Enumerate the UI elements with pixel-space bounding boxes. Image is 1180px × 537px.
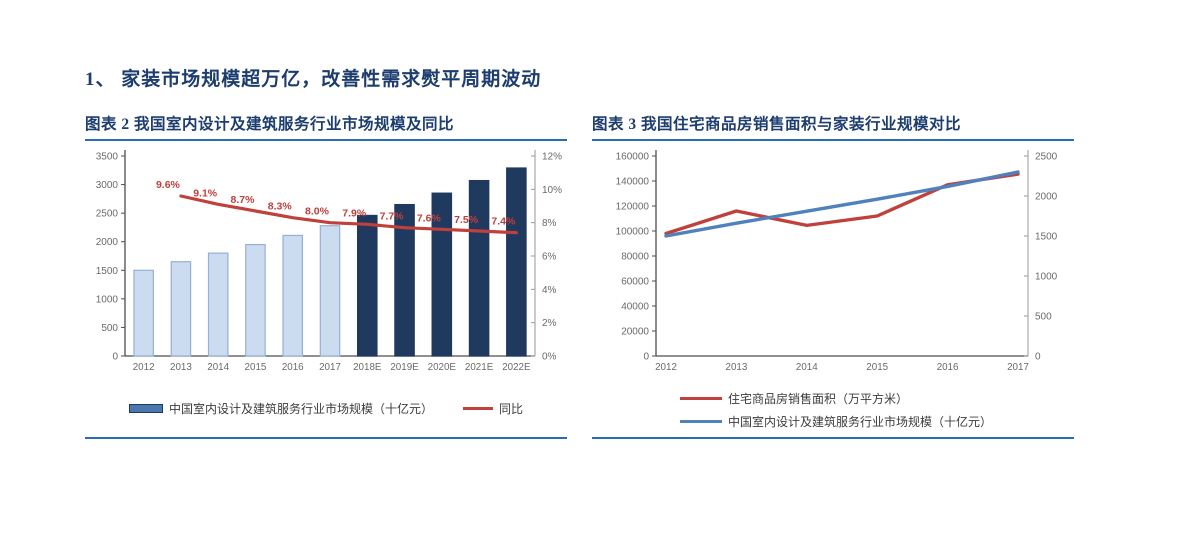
svg-text:1000: 1000 <box>96 294 119 305</box>
svg-text:3000: 3000 <box>96 180 119 191</box>
figure-market-size-yoy: 图表 2 我国室内设计及建筑服务行业市场规模及同比 0 500 1000 1500 20… <box>85 112 567 444</box>
svg-text:2000: 2000 <box>1035 192 1058 203</box>
svg-text:2016: 2016 <box>937 362 959 373</box>
svg-text:160000: 160000 <box>616 152 650 163</box>
svg-text:2012: 2012 <box>655 362 677 373</box>
svg-text:2016: 2016 <box>282 362 304 373</box>
section-heading: 1、 家装市场规模超万亿，改善性需求熨平周期波动 <box>85 69 542 90</box>
svg-text:2013: 2013 <box>726 362 748 373</box>
legend-label-sales-area: 住宅商品房销售面积（万平方米） <box>728 392 909 406</box>
legend-item-market-size: 中国室内设计及建筑服务行业市场规模（十亿元） <box>128 400 433 417</box>
svg-text:9.6%: 9.6% <box>156 179 181 191</box>
yoy-line-swatch-icon <box>463 407 493 410</box>
svg-text:2020E: 2020E <box>428 362 457 373</box>
svg-text:1500: 1500 <box>96 266 119 277</box>
svg-text:0: 0 <box>1035 352 1041 363</box>
svg-text:0%: 0% <box>542 352 557 363</box>
svg-text:7.7%: 7.7% <box>380 211 405 223</box>
figure-sales-vs-decoration: 图表 3 我国住宅商品房销售面积与家装行业规模对比 0 20000 40000 600… <box>592 112 1074 444</box>
svg-text:4%: 4% <box>542 285 557 296</box>
svg-text:80000: 80000 <box>621 252 649 263</box>
svg-text:8.0%: 8.0% <box>305 206 330 218</box>
svg-text:2019E: 2019E <box>390 362 419 373</box>
svg-text:2013: 2013 <box>170 362 192 373</box>
svg-text:7.9%: 7.9% <box>342 207 367 219</box>
decoration-scale-line-swatch-icon <box>680 420 722 423</box>
svg-text:7.6%: 7.6% <box>417 212 442 224</box>
sales-vs-decoration-plot: 0200004000060000800001000001200001400001… <box>616 150 1058 373</box>
svg-text:3500: 3500 <box>96 152 119 163</box>
svg-text:9.1%: 9.1% <box>193 187 218 199</box>
svg-text:120000: 120000 <box>616 202 650 213</box>
svg-text:1500: 1500 <box>1035 232 1058 243</box>
market-size-yoy-plot: 0 500 1000 1500 2000 2500 3000 3500 0% 2% 4% 6% 8% 10… <box>96 150 562 373</box>
svg-text:2000: 2000 <box>96 237 119 248</box>
svg-text:8%: 8% <box>542 218 557 229</box>
svg-text:12%: 12% <box>542 152 562 163</box>
svg-text:0: 0 <box>643 352 649 363</box>
svg-text:0: 0 <box>112 352 118 363</box>
legend-label-decoration-scale: 中国室内设计及建筑服务行业市场规模（十亿元） <box>728 415 993 429</box>
svg-text:2014: 2014 <box>207 362 229 373</box>
svg-text:140000: 140000 <box>616 177 650 188</box>
svg-text:2017: 2017 <box>319 362 341 373</box>
svg-text:2015: 2015 <box>245 362 267 373</box>
dual-line-chart-group: 0200004000060000800001000001200001400001… <box>616 150 1058 373</box>
decoration-scale-line <box>664 170 1020 238</box>
svg-text:7.4%: 7.4% <box>491 216 516 228</box>
bar-series-swatch-icon <box>128 404 163 413</box>
svg-text:2015: 2015 <box>866 362 888 373</box>
svg-text:8.3%: 8.3% <box>268 201 293 213</box>
svg-text:6%: 6% <box>542 252 557 263</box>
svg-text:2500: 2500 <box>96 209 119 220</box>
combo-chart-group: 0 500 1000 1500 2000 2500 3000 3500 0% 2% 4% 6% 8% 10… <box>96 150 562 373</box>
svg-text:2022E: 2022E <box>502 362 531 373</box>
svg-text:7.5%: 7.5% <box>454 214 479 226</box>
legend-item-yoy: 同比 <box>463 400 523 417</box>
svg-text:2012: 2012 <box>133 362 155 373</box>
svg-text:10%: 10% <box>542 185 562 196</box>
svg-text:20000: 20000 <box>621 327 649 338</box>
figure2-legend: 中国室内设计及建筑服务行业市场规模（十亿元） 同比 <box>85 400 567 417</box>
svg-text:2021E: 2021E <box>465 362 494 373</box>
figure3-legend: 住宅商品房销售面积（万平方米） 中国室内设计及建筑服务行业市场规模（十亿元） <box>680 390 992 436</box>
legend-item-decoration-scale: 中国室内设计及建筑服务行业市场规模（十亿元） <box>680 413 992 430</box>
figure2-title: 图表 2 我国室内设计及建筑服务行业市场规模及同比 <box>85 112 567 141</box>
svg-text:2017: 2017 <box>1007 362 1029 373</box>
svg-text:8.7%: 8.7% <box>230 194 255 206</box>
figure2-bottom-rule <box>85 437 567 439</box>
market-size-bars <box>133 167 527 357</box>
yoy-line <box>179 194 518 235</box>
svg-text:100000: 100000 <box>616 227 650 238</box>
sales-area-line-swatch-icon <box>680 397 722 400</box>
svg-text:500: 500 <box>1035 312 1052 323</box>
svg-text:2014: 2014 <box>796 362 818 373</box>
figure3-bottom-rule <box>592 437 1074 439</box>
svg-text:2%: 2% <box>542 318 557 329</box>
svg-text:60000: 60000 <box>621 277 649 288</box>
legend-label-market-size: 中国室内设计及建筑服务行业市场规模（十亿元） <box>168 402 433 416</box>
legend-label-yoy: 同比 <box>499 402 524 416</box>
legend-item-sales-area: 住宅商品房销售面积（万平方米） <box>680 390 992 407</box>
svg-text:1000: 1000 <box>1035 272 1058 283</box>
svg-text:500: 500 <box>101 323 118 334</box>
svg-text:2500: 2500 <box>1035 152 1058 163</box>
figure3-title: 图表 3 我国住宅商品房销售面积与家装行业规模对比 <box>592 112 1074 141</box>
svg-text:2018E: 2018E <box>353 362 382 373</box>
svg-text:40000: 40000 <box>621 302 649 313</box>
